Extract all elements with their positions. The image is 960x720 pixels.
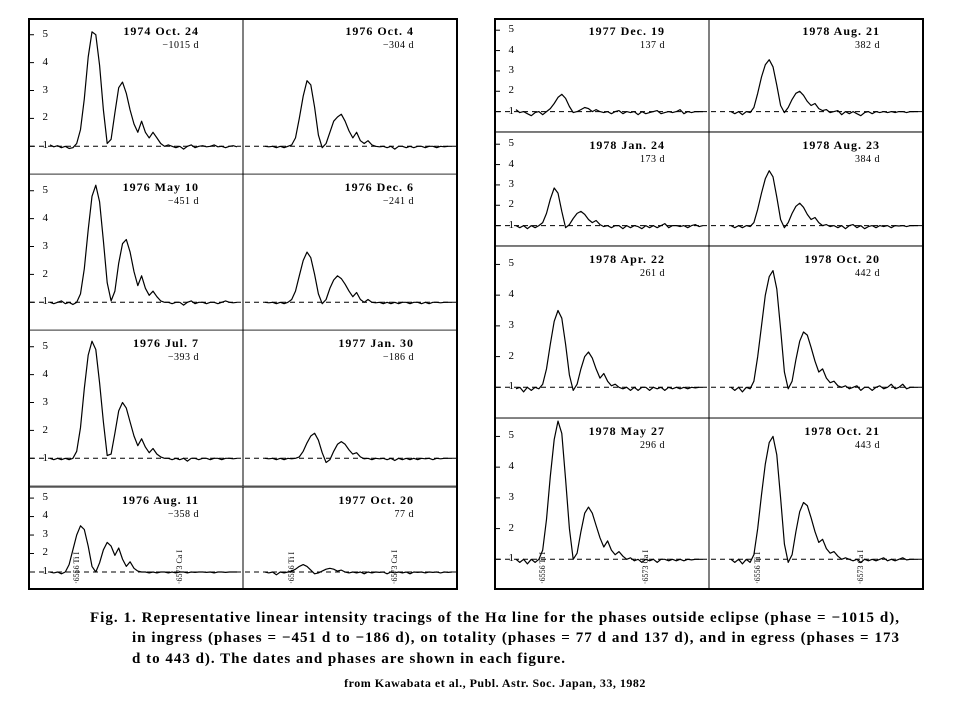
ytick-label: 1: [34, 452, 48, 464]
ytick-label: 1: [500, 380, 514, 392]
ytick-label: 2: [500, 198, 514, 210]
ytick-label: 4: [34, 212, 48, 224]
line-marker: ·6573 Ca I: [856, 550, 866, 586]
ytick-label: 4: [500, 44, 514, 56]
ytick-label: 2: [34, 111, 48, 123]
ytick-label: 1: [500, 552, 514, 564]
spectrum-trace: [243, 487, 458, 590]
ytick-label: 4: [34, 368, 48, 380]
spectrum-panel: 1976 Oct. 4−304 d: [243, 18, 458, 174]
ytick-label: 1: [34, 139, 48, 151]
spectrum-trace: [243, 174, 458, 330]
spectrum-trace: [28, 174, 243, 330]
spectrum-trace: [494, 132, 709, 246]
spectrum-panel: 1977 Jan. 30−186 d: [243, 330, 458, 486]
ytick-label: 3: [500, 178, 514, 190]
ytick-label: 4: [34, 509, 48, 521]
spectrum-panel: 123451976 Jul. 7−393 d: [28, 330, 243, 486]
line-marker: ·6573 Ca I: [390, 550, 400, 586]
ytick-label: 3: [34, 84, 48, 96]
figure-page: { "figure": { "caption_html": "Fig. 1. R…: [0, 0, 960, 720]
spectrum-trace: [28, 18, 243, 174]
spectrum-trace: [28, 487, 243, 590]
spectrum-panel: 123451977 Dec. 19137 d: [494, 18, 709, 132]
ytick-label: 1: [34, 565, 48, 577]
ytick-label: 5: [34, 491, 48, 503]
line-marker: ·6573 Ca I: [641, 550, 651, 586]
ytick-label: 2: [500, 350, 514, 362]
line-marker: ·6573 Ca I: [175, 550, 185, 586]
ytick-label: 3: [34, 396, 48, 408]
line-marker: ·6556 Ti I: [538, 552, 548, 586]
ytick-label: 2: [500, 522, 514, 534]
line-marker: ·6556 Ti I: [72, 552, 82, 586]
ytick-label: 3: [500, 319, 514, 331]
spectrum-trace: [243, 330, 458, 486]
ytick-label: 5: [500, 429, 514, 441]
ytick-label: 3: [500, 491, 514, 503]
spectrum-panel: 123451978 Apr. 22261 d: [494, 246, 709, 418]
ytick-label: 4: [500, 460, 514, 472]
spectrum-trace: [709, 132, 924, 246]
ytick-label: 5: [34, 28, 48, 40]
spectrum-trace: [494, 18, 709, 132]
ytick-label: 1: [500, 219, 514, 231]
ytick-label: 5: [500, 137, 514, 149]
spectrum-panel: 1978 Oct. 20442 d: [709, 246, 924, 418]
ytick-label: 5: [34, 340, 48, 352]
ytick-label: 5: [500, 257, 514, 269]
spectrum-panel: 1976 Dec. 6−241 d: [243, 174, 458, 330]
spectrum-trace: [709, 418, 924, 590]
ytick-label: 4: [500, 288, 514, 300]
spectrum-trace: [709, 246, 924, 418]
spectrum-trace: [709, 18, 924, 132]
ytick-label: 3: [500, 64, 514, 76]
spectrum-panel: 1978 Oct. 21443 d·6556 Ti I·6573 Ca I: [709, 418, 924, 590]
ytick-label: 5: [500, 23, 514, 35]
spectrum-trace: [243, 18, 458, 174]
ytick-label: 2: [34, 424, 48, 436]
ytick-label: 2: [500, 84, 514, 96]
spectrum-panel: 123451978 Jan. 24173 d: [494, 132, 709, 246]
caption-text: Fig. 1. Representative linear intensity …: [132, 608, 900, 669]
caption-credit: from Kawabata et al., Publ. Astr. Soc. J…: [90, 675, 900, 691]
spectrum-trace: [494, 246, 709, 418]
ytick-label: 3: [34, 528, 48, 540]
spectrum-panel: 1977 Oct. 2077 d·6556 Ti I·6573 Ca I: [243, 487, 458, 590]
ytick-label: 5: [34, 184, 48, 196]
ytick-label: 1: [34, 295, 48, 307]
ytick-label: 1: [500, 105, 514, 117]
spectrum-panel: 1978 Aug. 23384 d: [709, 132, 924, 246]
spectrum-trace: [28, 330, 243, 486]
ytick-label: 4: [34, 56, 48, 68]
spectrum-panel: 123451974 Oct. 24−1015 d: [28, 18, 243, 174]
line-marker: ·6556 Ti I: [287, 552, 297, 586]
spectrum-panel: 123451978 May 27296 d·6556 Ti I·6573 Ca …: [494, 418, 709, 590]
ytick-label: 4: [500, 158, 514, 170]
spectrum-trace: [494, 418, 709, 590]
spectrum-panel: 123451976 May 10−451 d: [28, 174, 243, 330]
spectrum-panel: 1978 Aug. 21382 d: [709, 18, 924, 132]
ytick-label: 2: [34, 268, 48, 280]
line-marker: ·6556 Ti I: [753, 552, 763, 586]
ytick-label: 2: [34, 546, 48, 558]
figure-caption: Fig. 1. Representative linear intensity …: [90, 608, 900, 691]
spectrum-panel: 123451976 Aug. 11−358 d·6556 Ti I·6573 C…: [28, 487, 243, 590]
ytick-label: 3: [34, 240, 48, 252]
